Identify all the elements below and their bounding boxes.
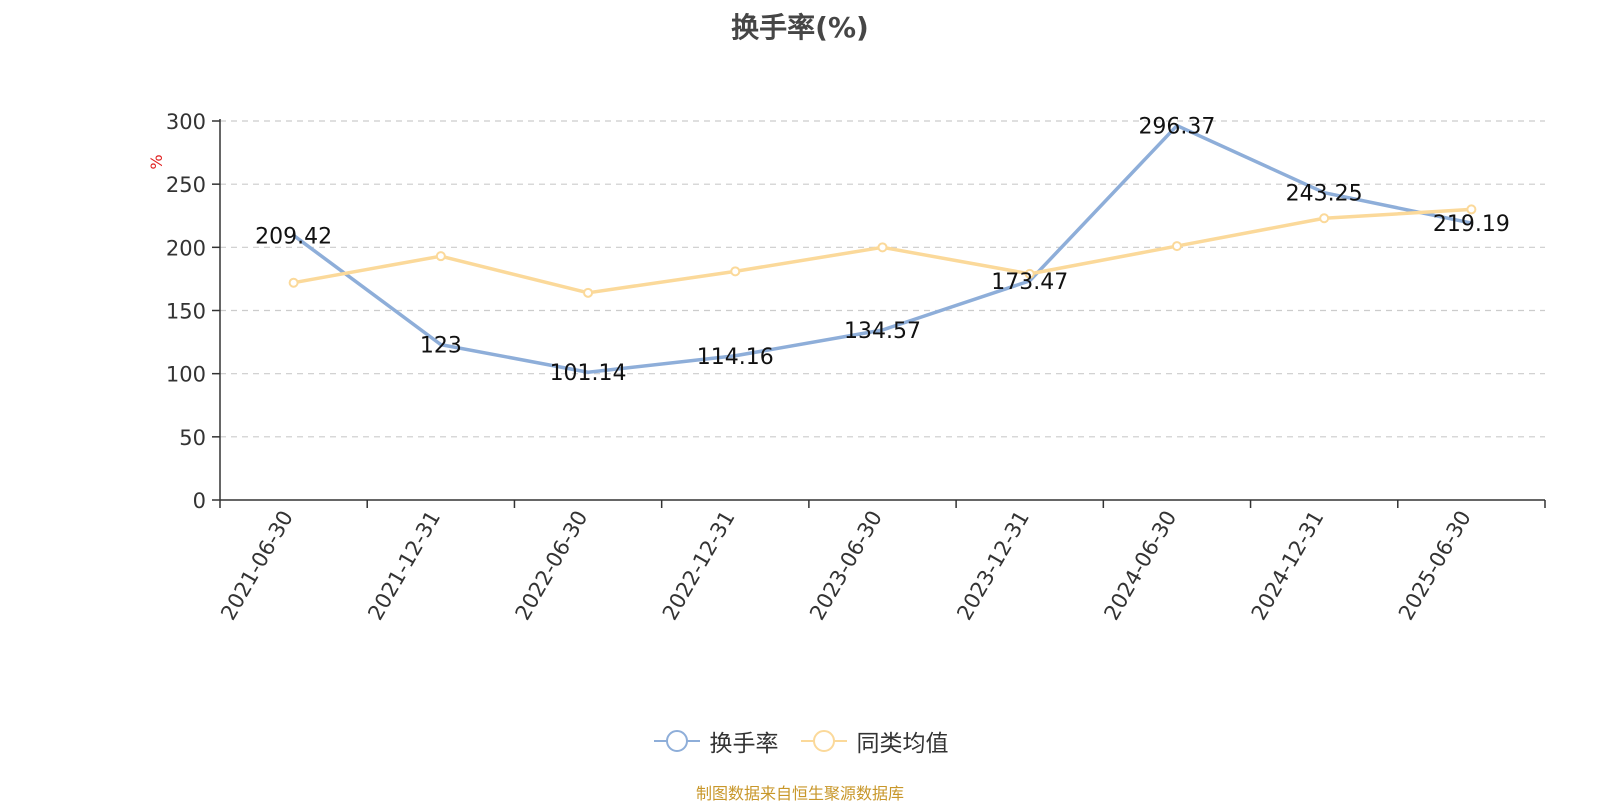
line-chart: 0 50 100 150 200 250 300% 2021-06-30 2021-12-31 2…: [147, 110, 1546, 625]
x-tick-label: 2021-12-31: [363, 507, 445, 625]
y-tick-label: 0: [193, 489, 206, 513]
data-label: 101.14: [550, 361, 627, 386]
data-label: 296.37: [1138, 115, 1215, 140]
x-tick-label: 2025-06-30: [1394, 507, 1476, 625]
legend-label-turnover: 换手率: [709, 731, 779, 757]
y-tick-label: 250: [166, 173, 206, 197]
legend-label-peer-average: 同类均值: [856, 731, 949, 757]
peer-average-point: [583, 287, 594, 298]
y-tick-label: 150: [166, 300, 206, 324]
x-tick-label: 2023-12-31: [952, 507, 1034, 625]
y-tick-label: 300: [166, 110, 206, 134]
chart-title: 换手率(%): [731, 11, 869, 44]
legend-item-peer-average[interactable]: 同类均值: [799, 724, 949, 758]
x-tick-label: 2024-12-31: [1247, 507, 1329, 625]
x-tick-label: 2023-06-30: [805, 507, 887, 625]
data-label: 134.57: [844, 319, 921, 344]
data-label: 173.47: [991, 270, 1068, 295]
peer-average-point: [1024, 268, 1035, 279]
y-tick-label: 200: [166, 236, 206, 260]
legend: 换手率 同类均值: [0, 724, 1600, 758]
series-line-0: [292, 123, 1472, 374]
legend-marker-turnover: [653, 730, 700, 752]
peer-average-point: [288, 277, 299, 288]
data-label: 209.42: [255, 224, 332, 249]
data-label: 114.16: [697, 345, 774, 370]
data-label: 219.19: [1433, 212, 1510, 237]
data-labels: 209.42 123 101.14 114.16 134.57 173.47 296.37 2…: [255, 115, 1510, 387]
peer-average-point: [1319, 213, 1330, 224]
x-tick-label: 2024-06-30: [1099, 507, 1181, 625]
peer-average-point: [730, 266, 741, 277]
data-label: 243.25: [1286, 182, 1363, 207]
y-tick-label: 50: [179, 426, 206, 450]
x-tick-label: 2021-06-30: [216, 507, 298, 625]
peer-average-point: [435, 251, 446, 262]
x-tick-label: 2022-06-30: [511, 507, 593, 625]
y-axis-label: %: [147, 154, 166, 169]
data-source-note: 制图数据来自恒生聚源数据库: [695, 784, 904, 803]
y-tick-label: 100: [166, 363, 206, 387]
grid-lines: [220, 120, 1545, 438]
peer-average-point: [1466, 204, 1477, 215]
series-layer: [288, 123, 1477, 374]
legend-marker-peer-average: [800, 730, 847, 752]
legend-item-turnover[interactable]: 换手率: [652, 724, 779, 758]
data-label: 123: [420, 334, 462, 359]
x-tick-label: 2022-12-31: [658, 507, 740, 625]
peer-average-point: [1171, 241, 1182, 252]
peer-average-point: [877, 242, 888, 253]
